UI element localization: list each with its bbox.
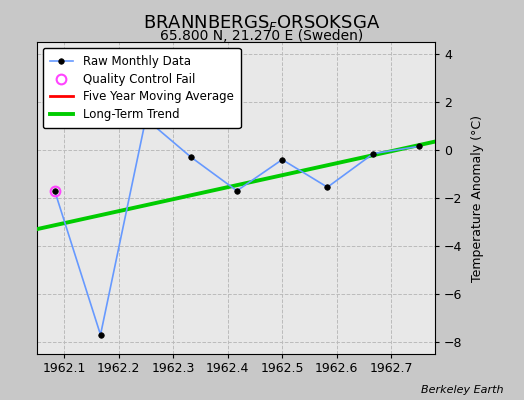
Raw Monthly Data	[51, 188, 58, 193]
Y-axis label: Temperature Anomaly (°C): Temperature Anomaly (°C)	[471, 114, 484, 282]
Line: Raw Monthly Data: Raw Monthly Data	[52, 116, 421, 338]
Legend: Raw Monthly Data, Quality Control Fail, Five Year Moving Average, Long-Term Tren: Raw Monthly Data, Quality Control Fail, …	[42, 48, 241, 128]
Text: Berkeley Earth: Berkeley Earth	[421, 385, 503, 395]
Raw Monthly Data	[234, 188, 240, 193]
Raw Monthly Data	[324, 185, 331, 190]
Text: 65.800 N, 21.270 E (Sweden): 65.800 N, 21.270 E (Sweden)	[160, 29, 364, 43]
Raw Monthly Data	[416, 144, 422, 149]
Raw Monthly Data	[370, 151, 376, 156]
Raw Monthly Data	[97, 332, 104, 337]
Raw Monthly Data	[143, 116, 149, 121]
Raw Monthly Data	[279, 157, 285, 162]
Text: BRANNBERGS$_F$ORSOKSGA: BRANNBERGS$_F$ORSOKSGA	[144, 13, 380, 33]
Raw Monthly Data	[188, 155, 194, 160]
